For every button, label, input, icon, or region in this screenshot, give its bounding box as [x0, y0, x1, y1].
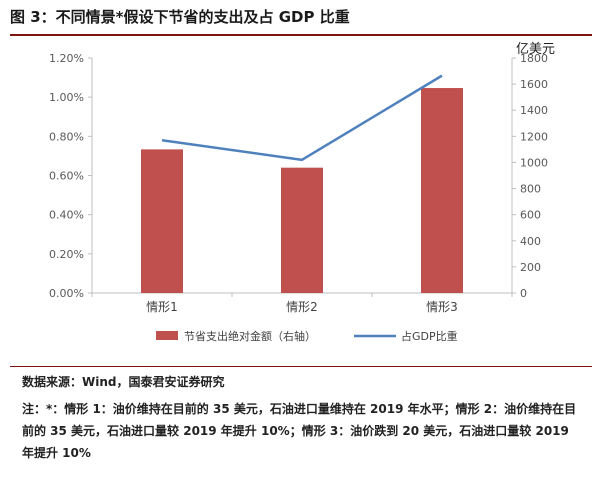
combo-chart: 0.00% 0.20% 0.40% 0.60% 0.80% 1.00% 1.20% 0 200 4…	[49, 42, 555, 343]
left-tick-label: 1.20%	[49, 52, 84, 65]
title-rule	[10, 34, 592, 36]
right-axis-unit-label: 亿美元	[516, 42, 555, 57]
left-tick-label: 0.20%	[49, 248, 84, 261]
right-tick-label: 1800	[520, 52, 548, 65]
left-tick-label: 0.60%	[49, 170, 84, 183]
right-tick-label: 1600	[520, 78, 548, 91]
right-tick-label: 0	[520, 287, 527, 300]
data-source: 数据来源：Wind，国泰君安证券研究	[22, 375, 225, 389]
right-tick-label: 200	[520, 261, 541, 274]
bar-2	[281, 167, 323, 293]
left-tick-label: 0.80%	[49, 130, 84, 143]
left-tick-label: 0.40%	[49, 209, 84, 222]
source-rule	[10, 366, 592, 367]
legend-line-label: 占GDP比重	[401, 329, 458, 343]
right-tick-label: 1200	[520, 130, 548, 143]
bar-1	[141, 149, 183, 293]
x-tick-label: 情形3	[426, 300, 458, 314]
left-tick-label: 0.00%	[49, 287, 84, 300]
right-tick-label: 600	[520, 209, 541, 222]
right-tick-label: 800	[520, 183, 541, 196]
legend-bar-swatch	[156, 331, 178, 340]
right-tick-label: 1000	[520, 156, 548, 169]
figure-note: 注：*：情形 1：油价维持在目前的 35 美元，石油进口量维持在 2019 年水…	[22, 402, 577, 460]
legend-bar-label: 节省支出绝对金额（右轴）	[184, 329, 316, 343]
right-tick-label: 1400	[520, 104, 548, 117]
bar-3	[421, 88, 463, 294]
x-tick-label: 情形2	[286, 300, 318, 314]
x-tick-label: 情形1	[146, 300, 178, 314]
gdp-share-line	[161, 74, 443, 162]
right-tick-label: 400	[520, 235, 541, 248]
figure-title: 图 3：不同情景*假设下节省的支出及占 GDP 比重	[10, 8, 350, 26]
left-tick-label: 1.00%	[49, 91, 84, 104]
